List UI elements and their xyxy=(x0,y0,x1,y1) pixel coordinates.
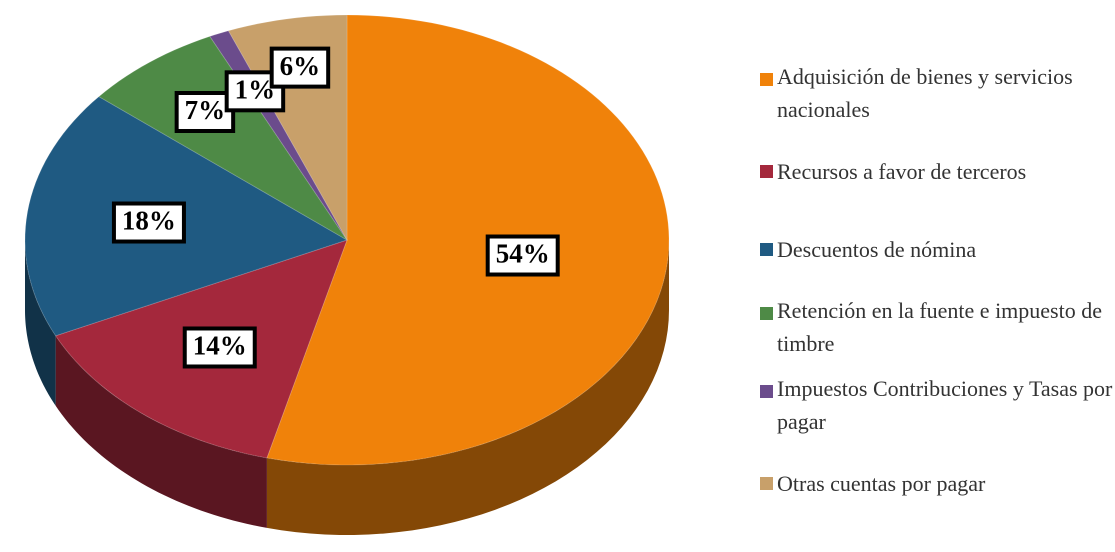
legend-item: Retención en la fuente e impuesto de tim… xyxy=(760,288,1115,366)
data-label-box xyxy=(485,234,560,277)
legend-item: Impuestos Contribuciones y Tasas por pag… xyxy=(760,366,1115,444)
legend-label: Impuestos Contribuciones y Tasas por pag… xyxy=(777,376,1113,434)
slice xyxy=(98,35,348,241)
legend-swatch xyxy=(760,384,773,398)
slice-side xyxy=(266,240,669,535)
legend: Adquisición de bienes y servicios nacion… xyxy=(760,54,1115,522)
legend-label: Descuentos de nómina xyxy=(777,236,977,262)
legend-swatch xyxy=(760,476,773,490)
legend-swatch xyxy=(760,72,773,86)
legend-label: Retención en la fuente e impuesto de tim… xyxy=(777,298,1102,356)
data-label: 14% xyxy=(182,326,257,369)
data-label-text: 7% xyxy=(185,95,226,125)
data-label-text: 54% xyxy=(496,239,550,269)
data-label-box xyxy=(182,326,257,369)
data-label: 6% xyxy=(269,46,331,89)
legend-swatch xyxy=(760,164,773,178)
data-label-text: 6% xyxy=(280,51,321,81)
slice-side xyxy=(25,240,56,406)
legend-label: Adquisición de bienes y servicios nacion… xyxy=(777,64,1073,122)
data-label-box xyxy=(111,201,186,244)
slice xyxy=(266,14,670,466)
data-label: 54% xyxy=(485,234,560,277)
legend-item: Recursos a favor de terceros xyxy=(760,132,1115,210)
chart: 54% 14% 18% 7% 1%6% xyxy=(24,14,670,535)
legend-item: Adquisición de bienes y servicios nacion… xyxy=(760,54,1115,132)
legend-label: Recursos a favor de terceros xyxy=(777,158,1027,184)
data-label-box xyxy=(269,46,331,89)
slice-side xyxy=(55,335,267,528)
data-label: 18% xyxy=(111,201,186,244)
legend-swatch xyxy=(760,306,773,320)
data-label-text: 18% xyxy=(122,206,176,236)
data-label: 7% xyxy=(174,90,236,133)
slice xyxy=(24,95,349,337)
data-label-box xyxy=(174,90,236,133)
legend-item: Descuentos de nómina xyxy=(760,210,1115,288)
legend-swatch xyxy=(760,242,773,256)
data-label-text: 14% xyxy=(193,331,247,361)
legend-label: Otras cuentas por pagar xyxy=(777,470,986,496)
legend-item: Otras cuentas por pagar xyxy=(760,444,1115,522)
data-label-text: 1% xyxy=(235,75,276,105)
